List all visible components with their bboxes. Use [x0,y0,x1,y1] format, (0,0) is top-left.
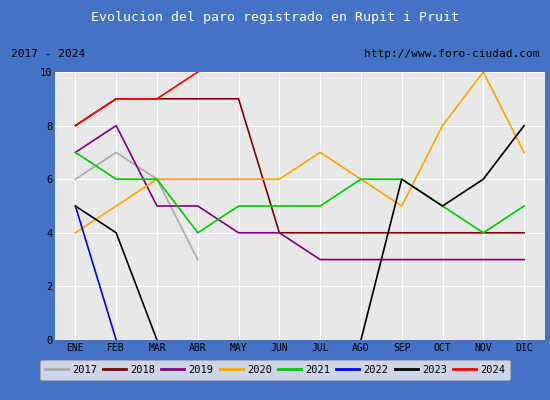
Legend: 2017, 2018, 2019, 2020, 2021, 2022, 2023, 2024: 2017, 2018, 2019, 2020, 2021, 2022, 2023… [40,360,510,380]
Text: http://www.foro-ciudad.com: http://www.foro-ciudad.com [364,49,539,59]
Text: Evolucion del paro registrado en Rupit i Pruit: Evolucion del paro registrado en Rupit i… [91,12,459,24]
Text: 2017 - 2024: 2017 - 2024 [11,49,85,59]
